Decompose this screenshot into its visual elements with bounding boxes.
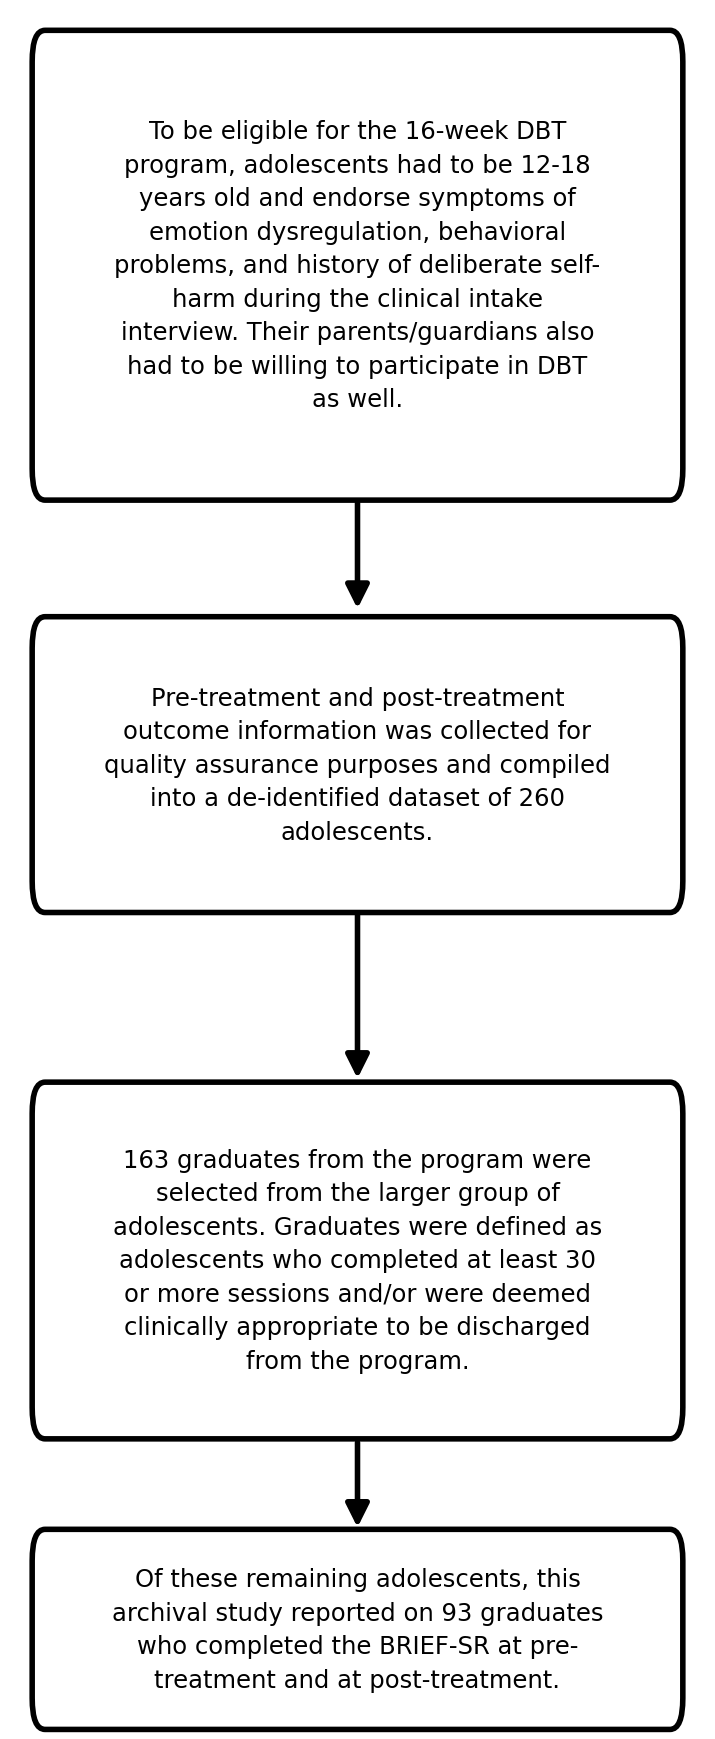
Text: Pre-treatment and post-treatment
outcome information was collected for
quality a: Pre-treatment and post-treatment outcome… (104, 687, 611, 843)
Text: Of these remaining adolescents, this
archival study reported on 93 graduates
who: Of these remaining adolescents, this arc… (112, 1567, 603, 1692)
FancyBboxPatch shape (32, 1530, 683, 1729)
FancyBboxPatch shape (32, 1082, 683, 1438)
Text: To be eligible for the 16-week DBT
program, adolescents had to be 12-18
years ol: To be eligible for the 16-week DBT progr… (114, 120, 601, 412)
FancyBboxPatch shape (32, 617, 683, 913)
Text: 163 graduates from the program were
selected from the larger group of
adolescent: 163 graduates from the program were sele… (113, 1148, 602, 1374)
FancyBboxPatch shape (32, 31, 683, 501)
